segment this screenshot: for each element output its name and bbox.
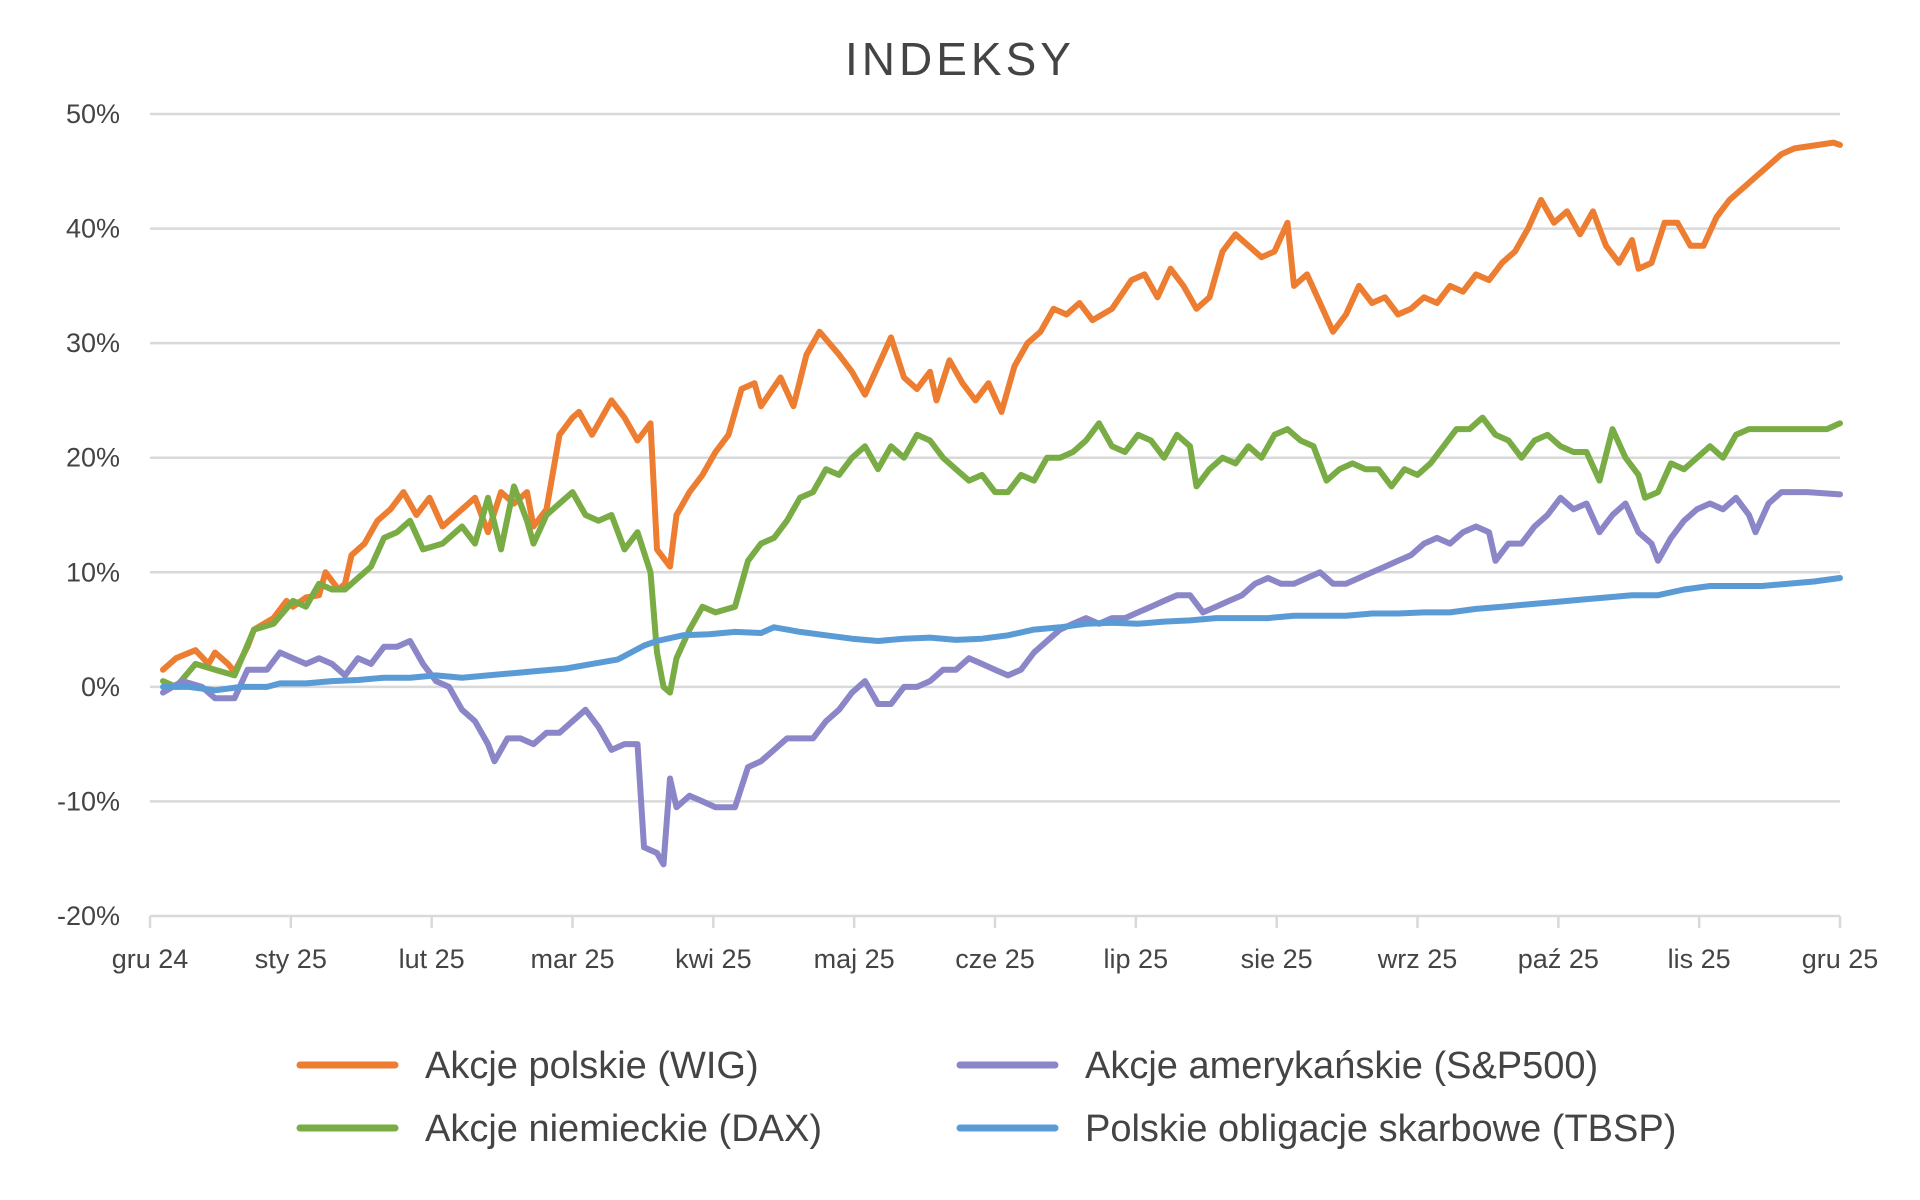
y-tick-label: -10% <box>57 786 120 816</box>
x-tick-label: maj 25 <box>814 944 895 974</box>
y-tick-label: 20% <box>66 443 120 473</box>
x-tick-label: paź 25 <box>1518 944 1599 974</box>
plot-area <box>160 139 1843 868</box>
series-line-2 <box>160 414 1843 696</box>
x-axis: gru 24 sty 25 lut 25 mar 25 kwi 25 maj 25 cze … <box>112 914 1879 974</box>
y-tick-label: 0% <box>81 672 120 702</box>
y-tick-label: -20% <box>57 901 120 931</box>
y-tick-label: 40% <box>66 214 120 244</box>
chart-title: INDEKSY <box>845 33 1075 85</box>
series-line-1 <box>160 139 1843 675</box>
legend-label: Polskie obligacje skarbowe (TBSP) <box>1085 1108 1676 1150</box>
x-tick-label: wrz 25 <box>1377 944 1458 974</box>
x-tick-label: sie 25 <box>1241 944 1313 974</box>
series-line-3 <box>160 489 1843 868</box>
legend-label: Akcje polskie (WIG) <box>425 1045 759 1087</box>
legend-label: Akcje niemieckie (DAX) <box>425 1108 822 1150</box>
x-tick-label: gru 24 <box>112 944 189 974</box>
x-tick-label: sty 25 <box>255 944 327 974</box>
series-line-4 <box>160 575 1843 694</box>
y-tick-label: 30% <box>66 328 120 358</box>
grid <box>150 112 1840 803</box>
x-tick-label: lis 25 <box>1668 944 1731 974</box>
x-tick-label: lut 25 <box>399 944 465 974</box>
y-tick-label: 50% <box>66 99 120 129</box>
y-tick-label: 10% <box>66 557 120 587</box>
x-tick-label: gru 25 <box>1802 944 1879 974</box>
x-tick-label: kwi 25 <box>675 944 752 974</box>
x-tick-label: mar 25 <box>530 944 614 974</box>
y-axis-tick-labels: -20% -10% 0% 10% 20% 30% 40% 50% <box>57 99 120 931</box>
x-tick-label: cze 25 <box>955 944 1035 974</box>
legend: Akcje polskie (WIG) Akcje amerykańskie (S… <box>296 1045 1676 1150</box>
legend-label: Akcje amerykańskie (S&P500) <box>1085 1045 1598 1087</box>
x-tick-label: lip 25 <box>1104 944 1169 974</box>
